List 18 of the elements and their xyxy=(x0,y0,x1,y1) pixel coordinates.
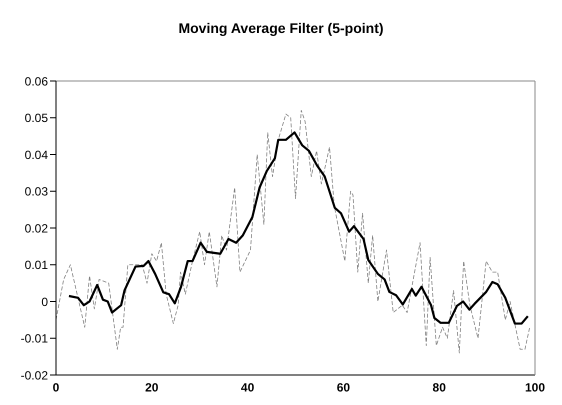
y-tick-label: 0.05 xyxy=(24,111,48,126)
y-tick-label: 0.06 xyxy=(24,74,48,88)
x-tick-label: 20 xyxy=(145,380,159,395)
y-tick-label: -0.01 xyxy=(20,332,48,346)
x-tick-label: 40 xyxy=(240,380,255,395)
chart-title: Moving Average Filter (5-point) xyxy=(177,19,385,38)
x-tick-label: 0 xyxy=(52,380,60,395)
x-tick-label: 80 xyxy=(432,380,446,395)
x-tick-label: 100 xyxy=(524,380,546,395)
y-tick-label: 0.01 xyxy=(24,258,48,272)
y-tick-label: 0.03 xyxy=(24,184,48,199)
x-tick-label: 60 xyxy=(336,380,350,395)
y-tick-label: 0.04 xyxy=(24,148,48,162)
y-tick-label: 0 xyxy=(41,294,48,309)
line-series xyxy=(56,110,530,354)
y-tick-label: -0.02 xyxy=(20,368,48,382)
line-series xyxy=(68,131,529,325)
y-tick-label: 0.02 xyxy=(24,221,48,236)
